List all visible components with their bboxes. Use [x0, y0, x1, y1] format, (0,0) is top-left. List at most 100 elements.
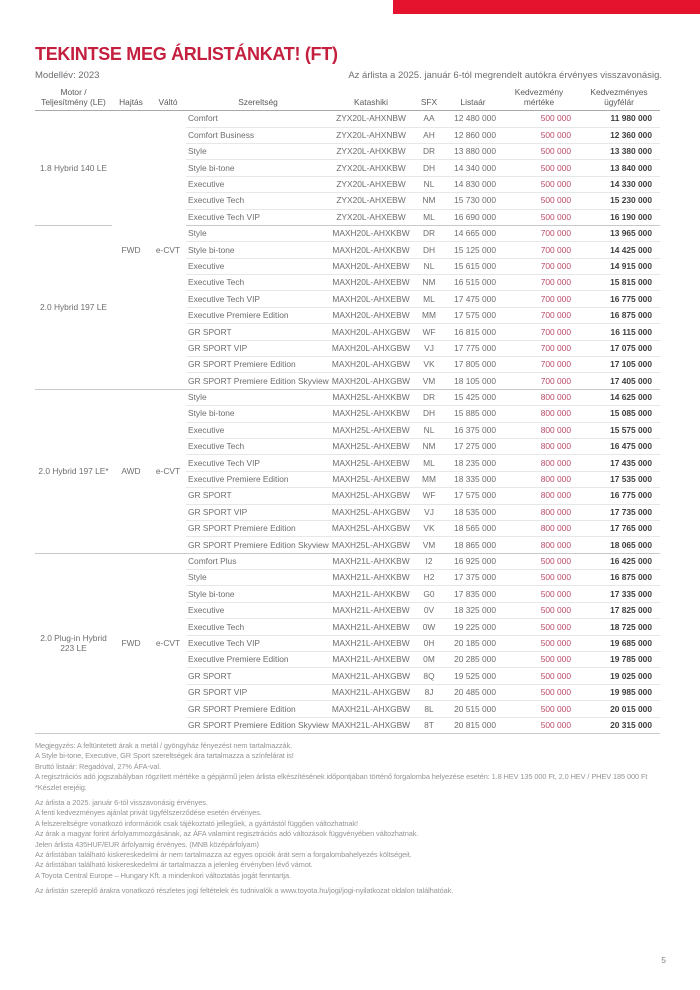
katashiki-cell: MAXH21L-AHXEBW: [330, 651, 412, 669]
list-price-cell: 17 475 000: [446, 290, 500, 308]
transmission-cell: e-CVT: [150, 389, 186, 554]
list-price-cell: 18 325 000: [446, 602, 500, 620]
customer-price-cell: 17 105 000: [578, 356, 660, 374]
table-row: GR SPORT VIP MAXH20L-AHXGBW VJ 17 775 000 70…: [35, 340, 660, 358]
discount-cell: 700 000: [500, 307, 578, 325]
table-row: Executive Premiere Edition MAXH20L-AHXEBW…: [35, 307, 660, 325]
grade-cell: Executive Tech VIP: [186, 290, 330, 308]
katashiki-cell: ZYX20L-AHXEBW: [330, 209, 412, 226]
katashiki-cell: MAXH20L-AHXEBW: [330, 258, 412, 276]
grade-cell: GR SPORT: [186, 667, 330, 685]
list-price-cell: 17 375 000: [446, 569, 500, 587]
katashiki-cell: MAXH20L-AHXGBW: [330, 356, 412, 374]
header-transmission: Váltó: [150, 87, 186, 112]
footnote-line: Az árlistában található kiskereskedelmi …: [35, 850, 412, 860]
discount-cell: 800 000: [500, 504, 578, 521]
sfx-cell: ML: [412, 290, 446, 308]
footnote-line: Az árlistában található kiskereskedelmi …: [35, 860, 313, 870]
footnote-line: Jelen árlista 435HUF/EUR árfolyamig érvé…: [35, 839, 259, 849]
grade-cell: Executive: [186, 258, 330, 276]
list-price-cell: 14 665 000: [446, 225, 500, 243]
sfx-cell: MM: [412, 307, 446, 325]
motor-cell: 2.0 Hybrid 197 LE*: [35, 389, 112, 554]
footnote-block: Az árlistán szereplő árakra vonatkozó ré…: [35, 886, 675, 896]
list-price-cell: 16 925 000: [446, 553, 500, 571]
katashiki-cell: ZYX20L-AHXNBW: [330, 110, 412, 128]
grade-cell: GR SPORT Premiere Edition Skyview: [186, 372, 330, 390]
grade-cell: Comfort Plus: [186, 553, 330, 571]
customer-price-cell: 20 015 000: [578, 700, 660, 718]
sfx-cell: DH: [412, 241, 446, 259]
katashiki-cell: ZYX20L-AHXEBW: [330, 176, 412, 194]
table-header-row: Motor / Teljesítmény (LE) Hajtás Váltó S…: [35, 87, 660, 112]
customer-price-cell: 17 765 000: [578, 520, 660, 538]
katashiki-cell: MAXH21L-AHXGBW: [330, 700, 412, 718]
table-row: Executive Tech VIP ZYX20L-AHXEBW ML 16 690 …: [35, 209, 660, 226]
katashiki-cell: MAXH21L-AHXEBW: [330, 618, 412, 636]
katashiki-cell: MAXH20L-AHXKBW: [330, 225, 412, 243]
table-row: GR SPORT MAXH20L-AHXGBW WF 16 815 000 700 00…: [35, 323, 660, 341]
sfx-cell: NM: [412, 438, 446, 456]
transmission-cell: e-CVT: [150, 110, 186, 390]
footnote-line: A regisztrációs adó jogszabályban rögzít…: [35, 772, 648, 782]
table-row: GR SPORT Premiere Edition Skyview MAXH20L…: [35, 372, 660, 390]
sfx-cell: DR: [412, 225, 446, 243]
katashiki-cell: MAXH21L-AHXGBW: [330, 717, 412, 735]
sfx-cell: NL: [412, 422, 446, 439]
sfx-cell: NL: [412, 258, 446, 276]
customer-price-cell: 17 335 000: [578, 585, 660, 603]
table-row: GR SPORT MAXH25L-AHXGBW WF 17 575 000 800 00…: [35, 487, 660, 505]
list-price-cell: 12 480 000: [446, 110, 500, 128]
customer-price-cell: 19 685 000: [578, 635, 660, 653]
discount-cell: 500 000: [500, 717, 578, 735]
katashiki-cell: ZYX20L-AHXNBW: [330, 127, 412, 144]
model-year-label: Modellév: 2023: [35, 70, 100, 81]
katashiki-cell: ZYX20L-AHXKBW: [330, 159, 412, 177]
katashiki-cell: ZYX20L-AHXEBW: [330, 192, 412, 210]
discount-cell: 500 000: [500, 553, 578, 571]
discount-cell: 500 000: [500, 651, 578, 669]
discount-cell: 500 000: [500, 618, 578, 636]
table-row: GR SPORT Premiere Edition MAXH25L-AHXGBW V…: [35, 520, 660, 538]
discount-cell: 500 000: [500, 569, 578, 587]
table-row: Style bi-tone MAXH21L-AHXKBW G0 17 835 000 5…: [35, 585, 660, 603]
grade-cell: GR SPORT Premiere Edition: [186, 356, 330, 374]
customer-price-cell: 19 785 000: [578, 651, 660, 669]
table-row: Executive Tech ZYX20L-AHXEBW NM 15 730 000 5…: [35, 192, 660, 210]
katashiki-cell: MAXH25L-AHXKBW: [330, 389, 412, 407]
footnote-line: A felszereltségre vonatkozó információk …: [35, 818, 358, 828]
header-customer-price: Kedvezményes ügyfélár: [578, 87, 660, 112]
katashiki-cell: MAXH20L-AHXKBW: [330, 241, 412, 259]
list-price-cell: 18 335 000: [446, 471, 500, 489]
katashiki-cell: MAXH20L-AHXGBW: [330, 340, 412, 358]
brand-accent-bar: [393, 0, 700, 14]
list-price-cell: 18 235 000: [446, 454, 500, 472]
table-row: Executive Premiere Edition MAXH25L-AHXEBW…: [35, 471, 660, 489]
footnote-block: Az árlista a 2025. január 6-tól visszavo…: [35, 798, 675, 881]
discount-cell: 500 000: [500, 667, 578, 685]
sfx-cell: MM: [412, 471, 446, 489]
sfx-cell: VK: [412, 520, 446, 538]
discount-cell: 500 000: [500, 127, 578, 144]
list-price-cell: 20 485 000: [446, 684, 500, 702]
discount-cell: 800 000: [500, 471, 578, 489]
grade-cell: Executive: [186, 602, 330, 620]
discount-cell: 700 000: [500, 274, 578, 292]
customer-price-cell: 17 405 000: [578, 372, 660, 390]
list-price-cell: 16 375 000: [446, 422, 500, 439]
list-price-cell: 17 805 000: [446, 356, 500, 374]
sfx-cell: DH: [412, 159, 446, 177]
sfx-cell: 8Q: [412, 667, 446, 685]
discount-cell: 800 000: [500, 487, 578, 505]
list-price-cell: 16 690 000: [446, 209, 500, 226]
list-price-cell: 17 275 000: [446, 438, 500, 456]
discount-cell: 700 000: [500, 340, 578, 358]
list-price-cell: 18 535 000: [446, 504, 500, 521]
list-price-cell: 18 565 000: [446, 520, 500, 538]
grade-cell: Style bi-tone: [186, 241, 330, 259]
table-row: Executive MAXH20L-AHXEBW NL 15 615 000 700 0…: [35, 258, 660, 276]
customer-price-cell: 16 190 000: [578, 209, 660, 226]
discount-cell: 800 000: [500, 405, 578, 423]
katashiki-cell: MAXH21L-AHXEBW: [330, 635, 412, 653]
footnote-line: A Toyota Central Europe – Hungary Kft. a…: [35, 870, 291, 880]
